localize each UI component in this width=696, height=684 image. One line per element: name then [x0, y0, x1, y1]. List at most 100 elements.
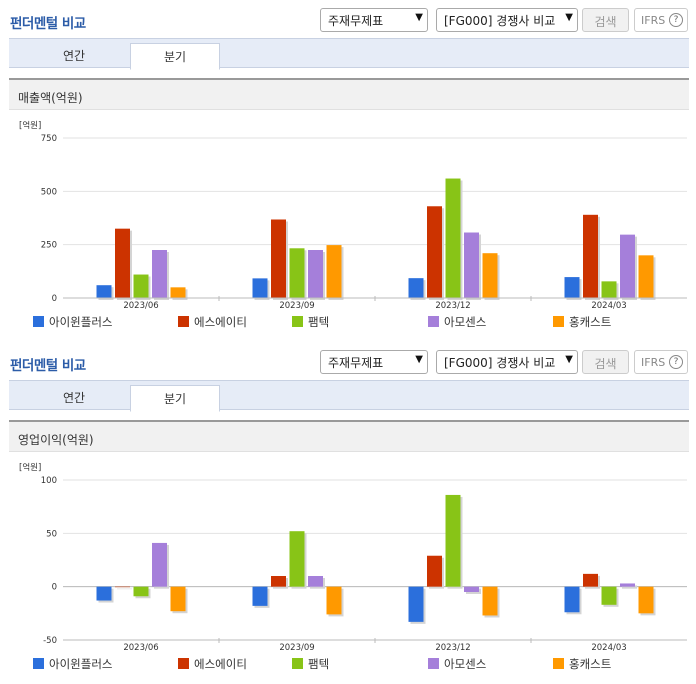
legend-item[interactable]: 홍캐스트	[553, 314, 611, 330]
bar-아이윈플러스-2023/12[interactable]	[408, 278, 424, 298]
bar-아모센스-2024/03[interactable]	[620, 583, 635, 587]
bar-아모센스-2023/12[interactable]	[464, 232, 479, 298]
legend-item[interactable]: 아모센스	[428, 656, 486, 672]
bar-아이윈플러스-2024/03[interactable]	[564, 586, 580, 613]
legend-item[interactable]: 에스에이티	[178, 314, 247, 330]
chevron-down-icon: ▼	[415, 12, 423, 23]
peer-group-select[interactable]: [FG000] 경쟁사 비교 ▼	[436, 8, 578, 32]
period-tabs: 연간 분기	[9, 380, 689, 412]
legend-item[interactable]: 에스에이티	[178, 656, 247, 672]
bar-에스에이티-2023/09[interactable]	[271, 576, 286, 587]
legend-label: 에스에이티	[194, 315, 247, 329]
x-tick-label: 2023/09	[279, 301, 314, 311]
legend-label: 홍캐스트	[569, 315, 612, 329]
bar-shadow	[622, 585, 637, 589]
bar-아이윈플러스-2023/09[interactable]	[252, 586, 268, 606]
tab-quarterly[interactable]: 분기	[130, 43, 220, 70]
legend-item[interactable]: 아이윈플러스	[33, 656, 112, 672]
y-axis-label: [억원]	[19, 120, 41, 131]
bar-아모센스-2023/06[interactable]	[152, 542, 167, 587]
legend-label: 아이윈플러스	[49, 657, 113, 671]
legend-swatch	[33, 316, 44, 327]
bar-chart: [억원] 0 250 500 750 2023/06 2023/09 2023/12 2024/…	[19, 120, 687, 311]
bar-홍캐스트-2023/12[interactable]	[482, 253, 498, 298]
bar-홍캐스트-2024/03[interactable]	[638, 586, 654, 614]
ifrs-button[interactable]: IFRS?	[634, 350, 688, 374]
x-tick-label: 2024/03	[591, 643, 626, 653]
legend-label: 에스에이티	[194, 657, 247, 671]
legend-swatch	[178, 658, 189, 669]
y-tick-label: 750	[41, 134, 57, 144]
legend-item[interactable]: 아이윈플러스	[33, 314, 112, 330]
bar-홍캐스트-2023/09[interactable]	[326, 245, 342, 298]
bar-아모센스-2024/03[interactable]	[620, 234, 635, 298]
bar-홍캐스트-2023/06[interactable]	[170, 287, 186, 298]
statement-type-select[interactable]: 주재무제표 ▼	[320, 8, 428, 32]
bar-아모센스-2023/06[interactable]	[152, 250, 167, 298]
legend-swatch	[292, 658, 303, 669]
x-tick-label: 2024/03	[591, 301, 626, 311]
legend-swatch	[33, 658, 44, 669]
bar-팸텍-2023/06[interactable]	[133, 274, 149, 298]
bar-아모센스-2023/12[interactable]	[464, 586, 479, 592]
bar-에스에이티-2024/03[interactable]	[583, 214, 598, 298]
ifrs-label: IFRS	[641, 356, 666, 369]
statement-type-select[interactable]: 주재무제표 ▼	[320, 350, 428, 374]
tab-annual[interactable]: 연간	[62, 391, 86, 405]
bar-홍캐스트-2024/03[interactable]	[638, 255, 654, 298]
tab-annual[interactable]: 연간	[62, 49, 86, 63]
search-button[interactable]: 검색	[582, 8, 629, 32]
bar-아이윈플러스-2023/06[interactable]	[96, 285, 112, 298]
legend-item[interactable]: 아모센스	[428, 314, 486, 330]
bar-팸텍-2023/09[interactable]	[289, 531, 305, 587]
bar-chart: [억원] -50 0 50 100 2023/06 2023/09 2023/12 2024/0…	[19, 462, 687, 653]
legend-item[interactable]: 홍캐스트	[553, 656, 611, 672]
legend-label: 팸텍	[308, 315, 330, 329]
y-tick-label: 0	[52, 583, 57, 593]
help-icon: ?	[669, 13, 683, 27]
ifrs-label: IFRS	[641, 14, 666, 27]
chart-container: 영업이익(억원) [억원] -50 0 50 100 2023/06 2023/09 2023/…	[9, 420, 689, 680]
bar-팸텍-2023/12[interactable]	[445, 178, 461, 298]
legend-label: 아모센스	[444, 315, 487, 329]
search-button[interactable]: 검색	[582, 350, 629, 374]
y-tick-label: 50	[46, 529, 57, 539]
bar-팸텍-2023/12[interactable]	[445, 494, 461, 587]
bar-에스에이티-2023/12[interactable]	[427, 206, 442, 298]
bar-에스에이티-2023/09[interactable]	[271, 219, 286, 298]
bar-아모센스-2023/09[interactable]	[308, 576, 323, 587]
x-tick-label: 2023/06	[123, 301, 158, 311]
panel-title: 펀더멘털 비교	[10, 358, 86, 374]
x-tick-label: 2023/06	[123, 643, 158, 653]
peer-group-select[interactable]: [FG000] 경쟁사 비교 ▼	[436, 350, 578, 374]
tab-quarterly[interactable]: 분기	[130, 385, 220, 412]
legend-item[interactable]: 팸텍	[292, 656, 329, 672]
chart-legend: 아이윈플러스 에스에이티 팸텍 아모센스 홍캐스트	[33, 314, 683, 332]
bar-에스에이티-2023/06[interactable]	[115, 228, 130, 298]
bar-팸텍-2024/03[interactable]	[601, 586, 617, 605]
peer-group-value: [FG000] 경쟁사 비교	[444, 14, 556, 28]
y-tick-label: 100	[41, 476, 57, 486]
panel-title: 펀더멘털 비교	[10, 16, 86, 32]
statement-type-value: 주재무제표	[328, 356, 384, 370]
bar-아모센스-2023/09[interactable]	[308, 250, 323, 298]
statement-type-value: 주재무제표	[328, 14, 384, 28]
bar-에스에이티-2023/12[interactable]	[427, 555, 442, 587]
ifrs-button[interactable]: IFRS?	[634, 8, 688, 32]
bar-팸텍-2023/06[interactable]	[133, 586, 149, 597]
bar-아이윈플러스-2023/12[interactable]	[408, 586, 424, 622]
fundamental-panel-operating-profit: 펀더멘털 비교 주재무제표 ▼ [FG000] 경쟁사 비교 ▼ 검색 IFRS? 연간 분기 영…	[0, 342, 696, 684]
bar-아이윈플러스-2024/03[interactable]	[564, 277, 580, 298]
bar-아이윈플러스-2023/06[interactable]	[96, 586, 112, 601]
bar-아이윈플러스-2023/09[interactable]	[252, 278, 268, 298]
bar-팸텍-2024/03[interactable]	[601, 281, 617, 298]
bar-홍캐스트-2023/12[interactable]	[482, 586, 498, 616]
y-axis-label: [억원]	[19, 462, 41, 473]
legend-item[interactable]: 팸텍	[292, 314, 329, 330]
bar-홍캐스트-2023/09[interactable]	[326, 586, 342, 615]
bar-팸텍-2023/09[interactable]	[289, 248, 305, 298]
bar-홍캐스트-2023/06[interactable]	[170, 586, 186, 612]
legend-swatch	[428, 316, 439, 327]
bar-에스에이티-2023/06[interactable]	[115, 586, 130, 588]
bar-에스에이티-2024/03[interactable]	[583, 573, 598, 587]
